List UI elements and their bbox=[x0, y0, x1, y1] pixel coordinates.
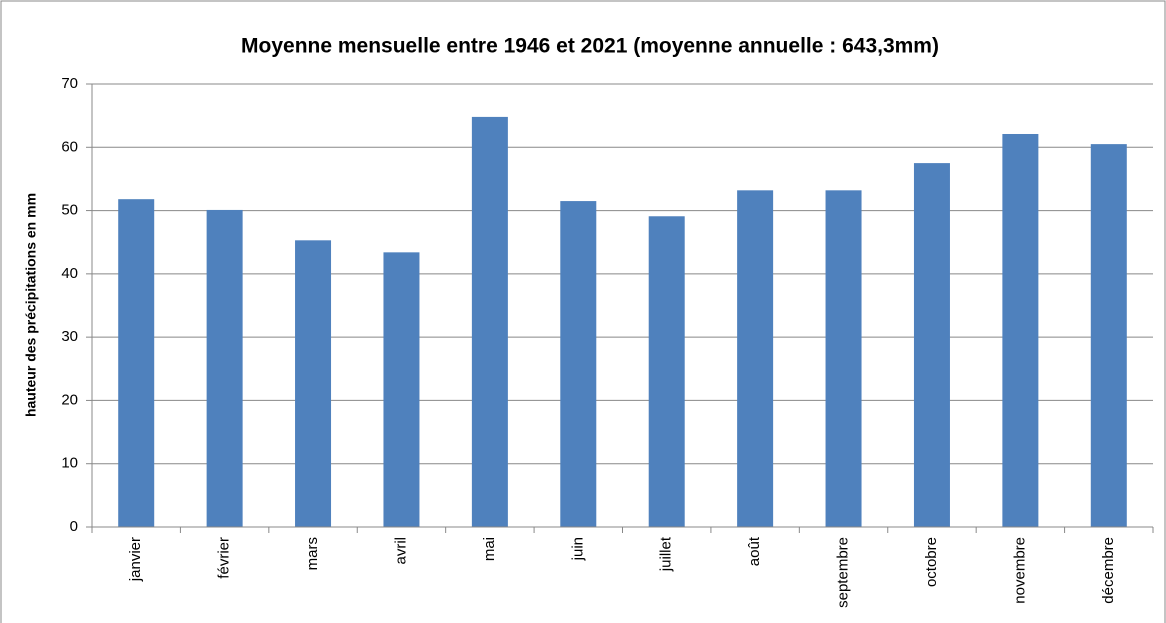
bar bbox=[1002, 133, 1039, 527]
y-axis-label: hauteur des précipitations en mm bbox=[23, 193, 39, 417]
bar bbox=[825, 190, 862, 527]
x-tick-label: juin bbox=[569, 537, 586, 561]
bar bbox=[383, 252, 420, 527]
x-tick-label: juillet bbox=[658, 536, 675, 572]
y-tick-label: 70 bbox=[61, 75, 78, 92]
bar bbox=[118, 199, 155, 527]
x-tick-label: janvier bbox=[127, 537, 144, 582]
y-tick-label: 10 bbox=[61, 455, 78, 472]
x-tick-label: mars bbox=[304, 537, 321, 570]
bar bbox=[1090, 144, 1127, 527]
bar bbox=[648, 216, 685, 527]
x-tick-label: août bbox=[746, 536, 763, 566]
y-tick-label: 20 bbox=[61, 391, 78, 408]
bar bbox=[913, 163, 950, 527]
y-tick-label: 0 bbox=[70, 518, 78, 535]
bar bbox=[471, 116, 508, 527]
y-tick-label: 40 bbox=[61, 265, 78, 282]
bar bbox=[295, 240, 332, 527]
x-tick-label: février bbox=[216, 537, 233, 579]
x-tick-label: avril bbox=[392, 537, 409, 565]
x-tick-label: octobre bbox=[923, 537, 940, 587]
x-tick-label: décembre bbox=[1100, 537, 1117, 604]
bar bbox=[206, 209, 243, 527]
bar bbox=[560, 201, 597, 528]
y-tick-label: 60 bbox=[61, 138, 78, 155]
x-tick-label: novembre bbox=[1011, 537, 1028, 604]
chart-title: Moyenne mensuelle entre 1946 et 2021 (mo… bbox=[241, 35, 939, 58]
x-tick-label: septembre bbox=[835, 537, 852, 608]
bar bbox=[737, 190, 774, 527]
y-tick-label: 50 bbox=[61, 202, 78, 219]
y-tick-label: 30 bbox=[61, 328, 78, 345]
x-tick-label: mai bbox=[481, 537, 498, 561]
